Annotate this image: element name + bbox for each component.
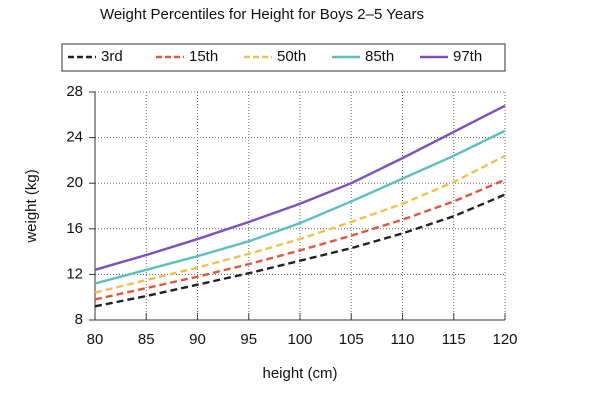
x-tick-label: 115 (442, 331, 466, 348)
x-tick-label: 80 (87, 331, 104, 348)
line (94, 193, 506, 308)
x-tick-label: 95 (240, 331, 257, 348)
legend-label: 85th (365, 48, 394, 65)
x-tick-label: 90 (189, 331, 206, 348)
y-tick-label: 12 (66, 265, 83, 282)
chart-title: Weight Percentiles for Height for Boys 2… (100, 6, 424, 23)
line (94, 154, 506, 294)
y-tick-label: 20 (66, 174, 83, 191)
line (94, 104, 506, 271)
y-tick-label: 24 (66, 129, 83, 146)
legend-label: 50th (277, 48, 306, 65)
line (94, 129, 506, 285)
legend-label: 3rd (101, 48, 123, 65)
y-tick-label: 8 (75, 311, 83, 328)
y-axis-label: weight (kg) (23, 169, 40, 243)
x-tick-label: 120 (492, 331, 517, 348)
x-tick-label: 110 (391, 331, 415, 348)
legend-label: 97th (453, 48, 482, 65)
x-tick-label: 100 (287, 331, 312, 348)
x-tick-label: 105 (339, 331, 364, 348)
legend-label: 15th (189, 48, 218, 65)
x-tick-label: 85 (138, 331, 155, 348)
y-tick-label: 28 (66, 83, 83, 100)
line (94, 178, 506, 301)
y-tick-label: 16 (66, 220, 83, 237)
x-axis-label: height (cm) (262, 365, 337, 382)
